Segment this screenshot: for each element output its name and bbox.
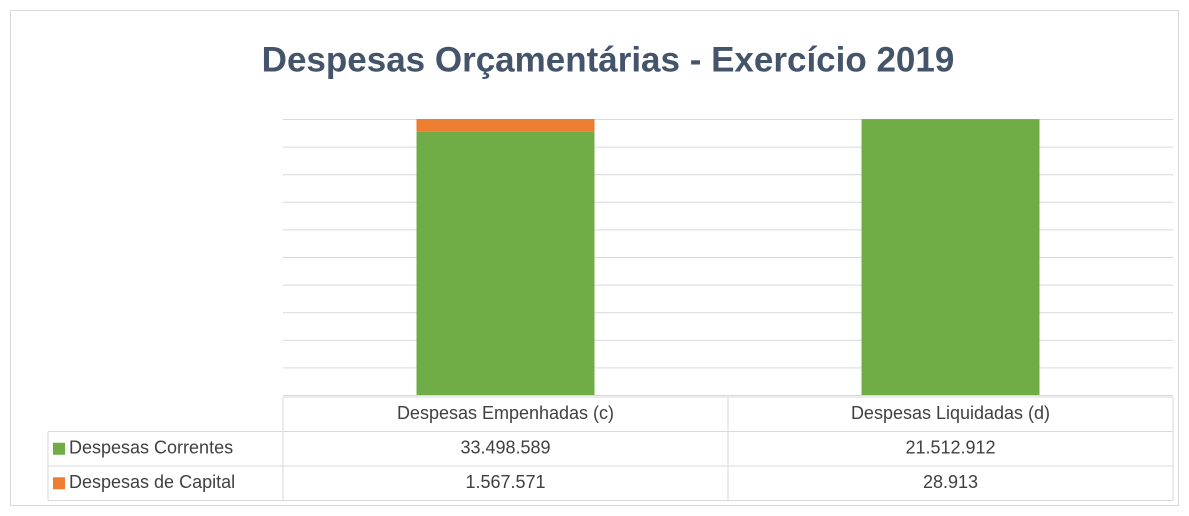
data-label: 28.913 <box>923 472 978 492</box>
legend-label: Despesas de Capital <box>69 472 235 492</box>
bar-segment <box>416 131 595 396</box>
legend-key <box>53 477 65 490</box>
chart-title: Despesas Orçamentárias - Exercício 2019 <box>262 40 955 79</box>
x-tick-label: Despesas Empenhadas (c) <box>397 403 614 423</box>
bar-segment <box>861 119 1040 395</box>
legend-key <box>53 442 65 455</box>
bar-segment <box>416 119 595 132</box>
x-tick-label: Despesas Liquidadas (d) <box>851 403 1050 423</box>
data-label: 33.498.589 <box>460 438 550 458</box>
legend-label: Despesas Correntes <box>69 438 233 458</box>
data-label: 21.512.912 <box>905 438 995 458</box>
data-label: 1.567.571 <box>465 472 545 492</box>
